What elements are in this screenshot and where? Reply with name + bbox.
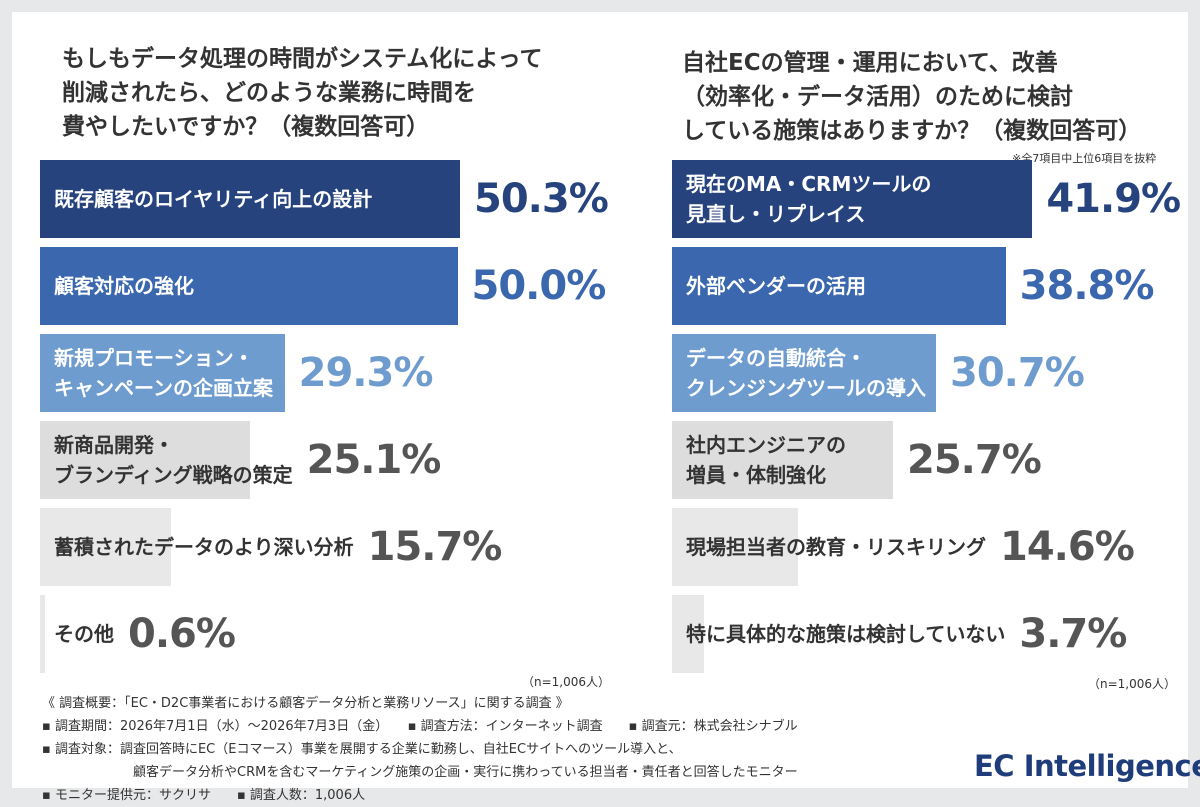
chart-bar [672, 508, 798, 586]
category-label-line: ブランディング戦略の策定 [54, 463, 293, 487]
right-title-line: している施策はありますか？（複数回答可） [682, 118, 1142, 144]
value-label: 14.6% [1000, 524, 1135, 570]
category-label: データの自動統合・クレンジングツールの導入 [686, 343, 926, 403]
ec-intelligence-logo: EC Intelligence [974, 749, 1200, 783]
footer-line: ▪ 調査対象：調査回答時にEC（Eコマース）事業を展開する企業に勤務し、自社EC… [42, 742, 682, 757]
category-label: 新規プロモーション・ キャンペーンの企画立案 [54, 343, 273, 403]
left-title-line: もしもデータ処理の時間がシステム化によって [62, 46, 543, 72]
value-label: 25.1% [306, 437, 442, 483]
value-label: 38.8% [1019, 263, 1155, 309]
category-label-line: 新商品開発・ [54, 433, 174, 457]
footer-line: ▪ モニター提供元：サクリサ ▪ 調査人数：1,006人 [42, 788, 366, 803]
category-label-line: 新規プロモーション・ [54, 346, 254, 370]
chart-bar [40, 595, 45, 673]
category-label-line: 既存顧客のロイヤリティ向上の設計 [54, 187, 373, 211]
chart-bar [40, 334, 285, 412]
value-label: 41.9% [1046, 176, 1181, 222]
left-title-line: 費やしたいですか？（複数回答可） [62, 114, 430, 140]
category-label: 外部ベンダーの活用 [686, 271, 866, 301]
category-label-line: 蓄積されたデータのより深い分析 [54, 535, 354, 559]
category-label: その他 [54, 619, 114, 649]
footer-line: 《 調査概要：「EC・D2C事業者における顧客データ分析と業務リソース」に関する… [42, 696, 569, 711]
category-label-line: 現場担当者の教育・リスキリング [686, 535, 986, 559]
value-label: 0.6% [128, 611, 236, 657]
category-label: 特に具体的な施策は検討していない [686, 619, 1005, 649]
right-title-line: 自社ECの管理・運用において、改善 [682, 50, 1058, 76]
value-label: 30.7% [950, 350, 1085, 396]
value-label: 50.0% [471, 263, 607, 309]
chart-bar [40, 421, 250, 499]
category-label-line: 顧客対応の強化 [54, 274, 194, 298]
infographic-card: もしもデータ処理の時間がシステム化によって 削減されたら、どのような業務に時間を… [12, 12, 1200, 803]
footer-line: ▪ 調査期間：2026年7月1日（水）〜2026年7月3日（金） ▪ 調査方法：… [42, 719, 798, 734]
category-label-line: 外部ベンダーの活用 [686, 274, 866, 298]
category-label-line: 現在のMA・CRMツールの [686, 172, 932, 196]
chart-bar [672, 595, 704, 673]
category-label: 既存顧客のロイヤリティ向上の設計 [54, 184, 372, 214]
left-title-line: 削減されたら、どのような業務に時間を [62, 80, 476, 106]
right-chart-title: 自社ECの管理・運用において、改善 （効率化・データ活用）のために検討 している… [682, 46, 1141, 148]
category-label: 社内エンジニアの 増員・体制強化 [686, 430, 846, 490]
chart-bar [672, 334, 937, 412]
category-label-line: 社内エンジニアの [686, 433, 846, 457]
category-label-line: その他 [54, 622, 114, 646]
value-label: 3.7% [1019, 611, 1127, 657]
category-label: 現場担当者の教育・リスキリング [686, 532, 986, 562]
left-sample-size: （n=1,006人） [522, 675, 611, 689]
category-label-line: 見直し・リプレイス [686, 202, 866, 226]
chart-bar [40, 508, 172, 586]
category-label-line: 増員・体制強化 [686, 463, 826, 487]
category-label-line: キャンペーンの企画立案 [54, 376, 273, 400]
chart-bar [40, 160, 460, 238]
chart-bar [672, 247, 1006, 325]
value-label: 50.3% [474, 176, 609, 222]
category-label-line: 特に具体的な施策は検討していない [686, 622, 1006, 646]
chart-bar [672, 160, 1033, 238]
value-label: 25.7% [907, 437, 1042, 483]
footer-line: 顧客データ分析やCRMを含むマーケティング施策の企画・実行に携わっている担当者・… [42, 765, 798, 780]
chart-bar [672, 421, 894, 499]
category-label: 蓄積されたデータのより深い分析 [54, 532, 354, 562]
right-chart-note: ※全7項目中上位6項目を抜粋 [1012, 152, 1157, 165]
right-title-line: （効率化・データ活用）のために検討 [682, 84, 1073, 110]
category-label: 現在のMA・CRMツールの 見直し・リプレイス [686, 169, 931, 229]
category-label: 顧客対応の強化 [54, 271, 194, 301]
category-label-line: クレンジングツールの導入 [686, 376, 926, 400]
value-label: 29.3% [298, 350, 434, 396]
left-chart-title: もしもデータ処理の時間がシステム化によって 削減されたら、どのような業務に時間を… [62, 42, 542, 144]
survey-footer: 《 調査概要：「EC・D2C事業者における顧客データ分析と業務リソース」に関する… [42, 692, 798, 807]
chart-bar [40, 247, 458, 325]
category-label-line: データの自動統合・ [686, 346, 866, 370]
right-sample-size: （n=1,006人） [1088, 677, 1177, 691]
category-label: 新商品開発・ブランディング戦略の策定 [54, 430, 293, 490]
value-label: 15.7% [367, 524, 503, 570]
